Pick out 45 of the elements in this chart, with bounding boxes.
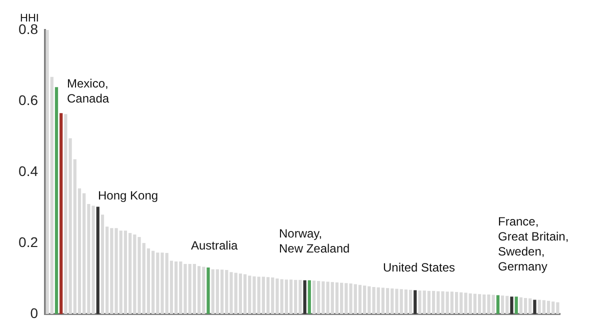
bar [60, 113, 63, 314]
bar [514, 296, 518, 314]
annotation: Mexico, Canada [67, 76, 110, 106]
bar [243, 274, 247, 314]
annotation: United States [383, 260, 456, 274]
y-tick-label: 0.6 [18, 92, 38, 108]
annotation: Australia [191, 238, 238, 252]
bar [408, 290, 412, 314]
annotation: Norway, New Zealand [279, 226, 350, 256]
bar [303, 280, 306, 314]
bar [206, 267, 210, 314]
bar [358, 284, 362, 314]
bar [308, 280, 311, 314]
bar [192, 264, 196, 314]
bar [174, 261, 178, 314]
bar [54, 87, 58, 314]
bar [220, 270, 224, 314]
bar [478, 294, 482, 314]
bar [500, 296, 504, 314]
bar [381, 288, 385, 314]
annotation: Hong Kong [98, 188, 158, 202]
bar [124, 230, 128, 314]
bar [454, 292, 458, 314]
bar [414, 290, 417, 314]
bar [100, 214, 104, 314]
y-tick-label: 0.2 [18, 234, 38, 250]
bar [335, 282, 339, 314]
bar [496, 295, 500, 314]
bar [312, 280, 316, 314]
bar [450, 292, 454, 314]
bar [197, 266, 201, 314]
bar [96, 206, 100, 314]
bar [404, 290, 408, 314]
bar [432, 290, 436, 314]
bar [266, 277, 270, 314]
bar [524, 298, 528, 314]
bar [546, 300, 550, 314]
y-tick-label: 0.4 [18, 162, 38, 179]
annotation: France, Great Britain, Sweden, Germany [498, 214, 569, 274]
bar [289, 280, 293, 314]
y-tick-label: 0 [30, 304, 38, 321]
bar [510, 296, 514, 314]
bar [427, 290, 431, 314]
bar [151, 250, 155, 314]
bar [533, 300, 536, 314]
